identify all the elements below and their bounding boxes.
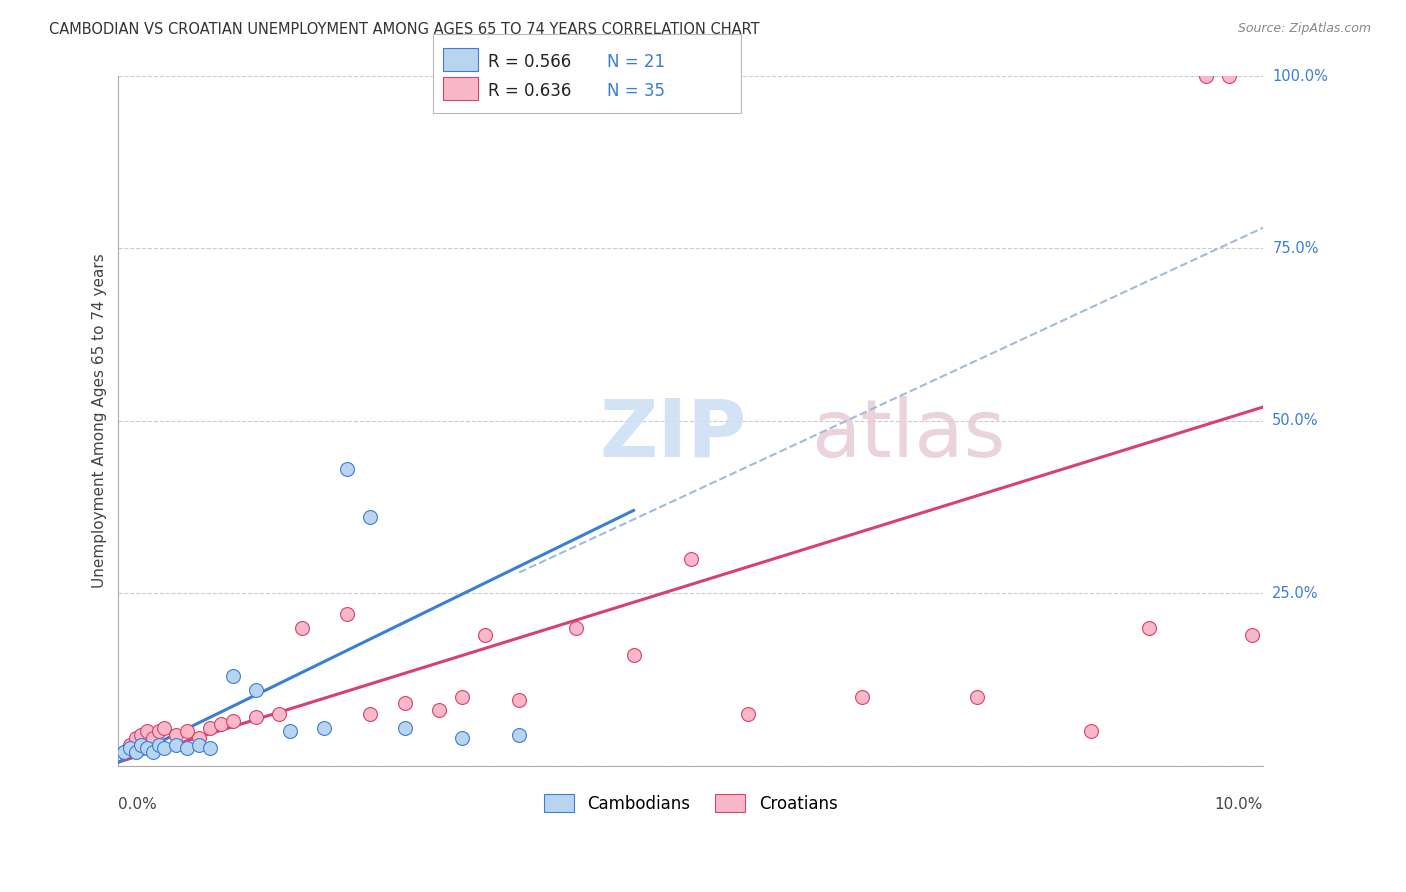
Point — [1240, 627, 1263, 641]
Point — [359, 706, 381, 721]
Text: atlas: atlas — [811, 395, 1005, 474]
Text: CAMBODIAN VS CROATIAN UNEMPLOYMENT AMONG AGES 65 TO 74 YEARS CORRELATION CHART: CAMBODIAN VS CROATIAN UNEMPLOYMENT AMONG… — [49, 22, 759, 37]
Point — [1195, 69, 1218, 83]
Point — [148, 724, 170, 739]
Point — [450, 690, 472, 704]
Point — [508, 693, 530, 707]
Point — [165, 727, 187, 741]
Point — [267, 706, 290, 721]
Point — [1218, 69, 1240, 83]
Text: R = 0.566: R = 0.566 — [488, 54, 571, 71]
Text: 0.0%: 0.0% — [118, 797, 157, 812]
Point — [131, 727, 153, 741]
Point — [165, 738, 187, 752]
Point — [336, 607, 359, 621]
Point — [176, 724, 198, 739]
Point — [118, 738, 141, 752]
Point — [124, 731, 146, 745]
Point — [679, 551, 702, 566]
Point — [198, 741, 221, 756]
Text: Source: ZipAtlas.com: Source: ZipAtlas.com — [1237, 22, 1371, 36]
Point — [336, 462, 359, 476]
Point — [131, 738, 153, 752]
Point — [851, 690, 873, 704]
Text: 75.0%: 75.0% — [1272, 241, 1319, 256]
Text: N = 21: N = 21 — [607, 54, 665, 71]
Point — [737, 706, 759, 721]
Point — [623, 648, 645, 663]
Point — [142, 731, 165, 745]
Point — [359, 510, 381, 524]
Text: R = 0.636: R = 0.636 — [488, 82, 571, 100]
Point — [474, 627, 496, 641]
Point — [1080, 724, 1102, 739]
Point — [508, 727, 530, 741]
Point — [314, 721, 336, 735]
Point — [222, 669, 245, 683]
Point — [112, 745, 135, 759]
Point — [187, 738, 209, 752]
Text: 100.0%: 100.0% — [1272, 69, 1329, 84]
Point — [153, 741, 176, 756]
Point — [278, 724, 301, 739]
Text: 25.0%: 25.0% — [1272, 586, 1319, 600]
Point — [148, 738, 170, 752]
Text: 50.0%: 50.0% — [1272, 413, 1319, 428]
Text: N = 35: N = 35 — [607, 82, 665, 100]
Point — [394, 721, 416, 735]
Point — [222, 714, 245, 728]
Point — [291, 621, 314, 635]
Point — [198, 721, 221, 735]
Point — [136, 741, 159, 756]
Point — [245, 682, 267, 697]
Legend: Cambodians, Croatians: Cambodians, Croatians — [537, 788, 844, 819]
Point — [1137, 621, 1160, 635]
Point — [136, 724, 159, 739]
Y-axis label: Unemployment Among Ages 65 to 74 years: Unemployment Among Ages 65 to 74 years — [93, 253, 107, 588]
Point — [427, 703, 450, 717]
Point — [112, 745, 135, 759]
Point — [245, 710, 267, 724]
Point — [176, 741, 198, 756]
Text: ZIP: ZIP — [599, 395, 747, 474]
Point — [118, 741, 141, 756]
Point — [211, 717, 233, 731]
Point — [142, 745, 165, 759]
Text: 10.0%: 10.0% — [1215, 797, 1263, 812]
Point — [153, 721, 176, 735]
Point — [966, 690, 988, 704]
Point — [124, 745, 146, 759]
Point — [450, 731, 472, 745]
Point — [565, 621, 588, 635]
Point — [394, 697, 416, 711]
Point — [187, 731, 209, 745]
